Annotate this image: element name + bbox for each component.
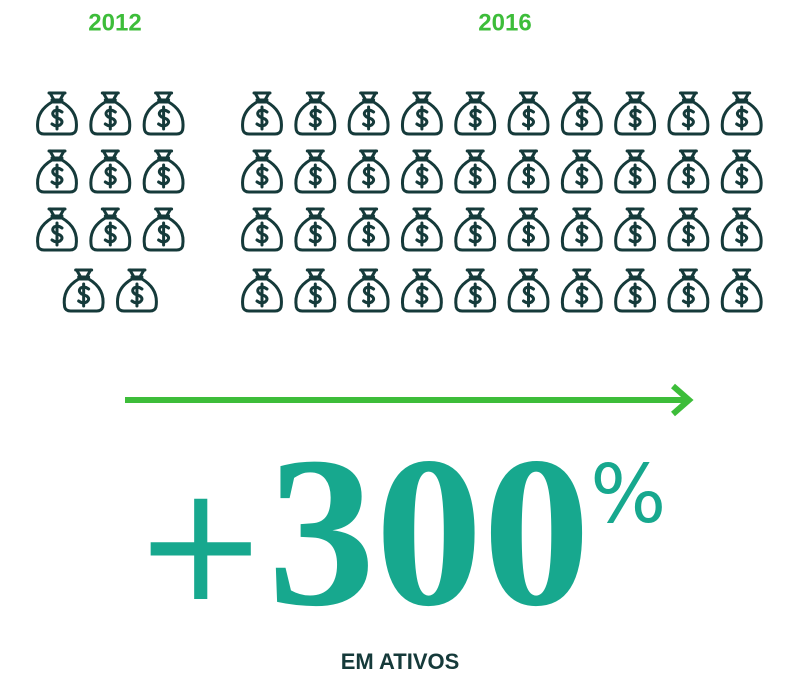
money-bag	[454, 268, 497, 313]
money-bag	[667, 91, 710, 136]
money-bag	[62, 268, 105, 313]
money-bag	[294, 207, 337, 252]
money-bag	[294, 91, 337, 136]
money-bag	[400, 91, 443, 136]
money-bag	[400, 207, 443, 252]
money-bag	[89, 207, 132, 252]
money-bag	[720, 91, 763, 136]
money-bag	[142, 149, 185, 194]
money-bag	[347, 149, 390, 194]
money-bag	[116, 268, 158, 313]
money-bag	[667, 207, 710, 252]
arrow-head	[671, 383, 694, 417]
money-bag	[560, 268, 603, 313]
money-bag	[614, 91, 657, 136]
money-bag	[241, 91, 283, 136]
money-bag	[36, 149, 78, 194]
money-bag	[142, 207, 185, 252]
money-bag	[614, 207, 657, 252]
money-bag	[560, 91, 603, 136]
money-bag	[241, 149, 283, 194]
money-bag	[294, 268, 337, 313]
money-bag	[142, 91, 185, 136]
money-bag	[241, 207, 283, 252]
money-bag	[507, 91, 550, 136]
money-bag	[720, 268, 763, 313]
icon-group	[241, 91, 763, 313]
money-bag	[454, 149, 497, 194]
money-bag	[347, 91, 390, 136]
money-bag	[507, 268, 550, 313]
money-bag	[36, 91, 78, 136]
money-bag	[667, 268, 710, 313]
money-bag	[89, 149, 132, 194]
money-bag	[454, 207, 497, 252]
money-bag	[400, 268, 443, 313]
money-bag	[507, 207, 550, 252]
pictograms	[36, 91, 763, 313]
money-bag	[614, 149, 657, 194]
money-bag	[667, 149, 710, 194]
headline: +300%	[134, 412, 667, 651]
money-bag	[347, 207, 390, 252]
money-bag	[614, 268, 657, 313]
money-bag	[89, 91, 132, 136]
money-bag	[241, 268, 283, 313]
money-bag	[294, 149, 337, 194]
money-bag	[347, 268, 390, 313]
group-label: 2016	[478, 9, 531, 36]
money-bag	[36, 207, 78, 252]
money-bag	[720, 207, 763, 252]
money-bag	[720, 149, 763, 194]
money-bag	[560, 207, 603, 252]
subtitle: EM ATIVOS	[341, 649, 460, 674]
money-bag	[400, 149, 443, 194]
icon-group	[36, 91, 185, 313]
money-bag	[560, 149, 603, 194]
money-bag	[507, 149, 550, 194]
group-label: 2012	[88, 9, 141, 36]
money-bag	[454, 91, 497, 136]
